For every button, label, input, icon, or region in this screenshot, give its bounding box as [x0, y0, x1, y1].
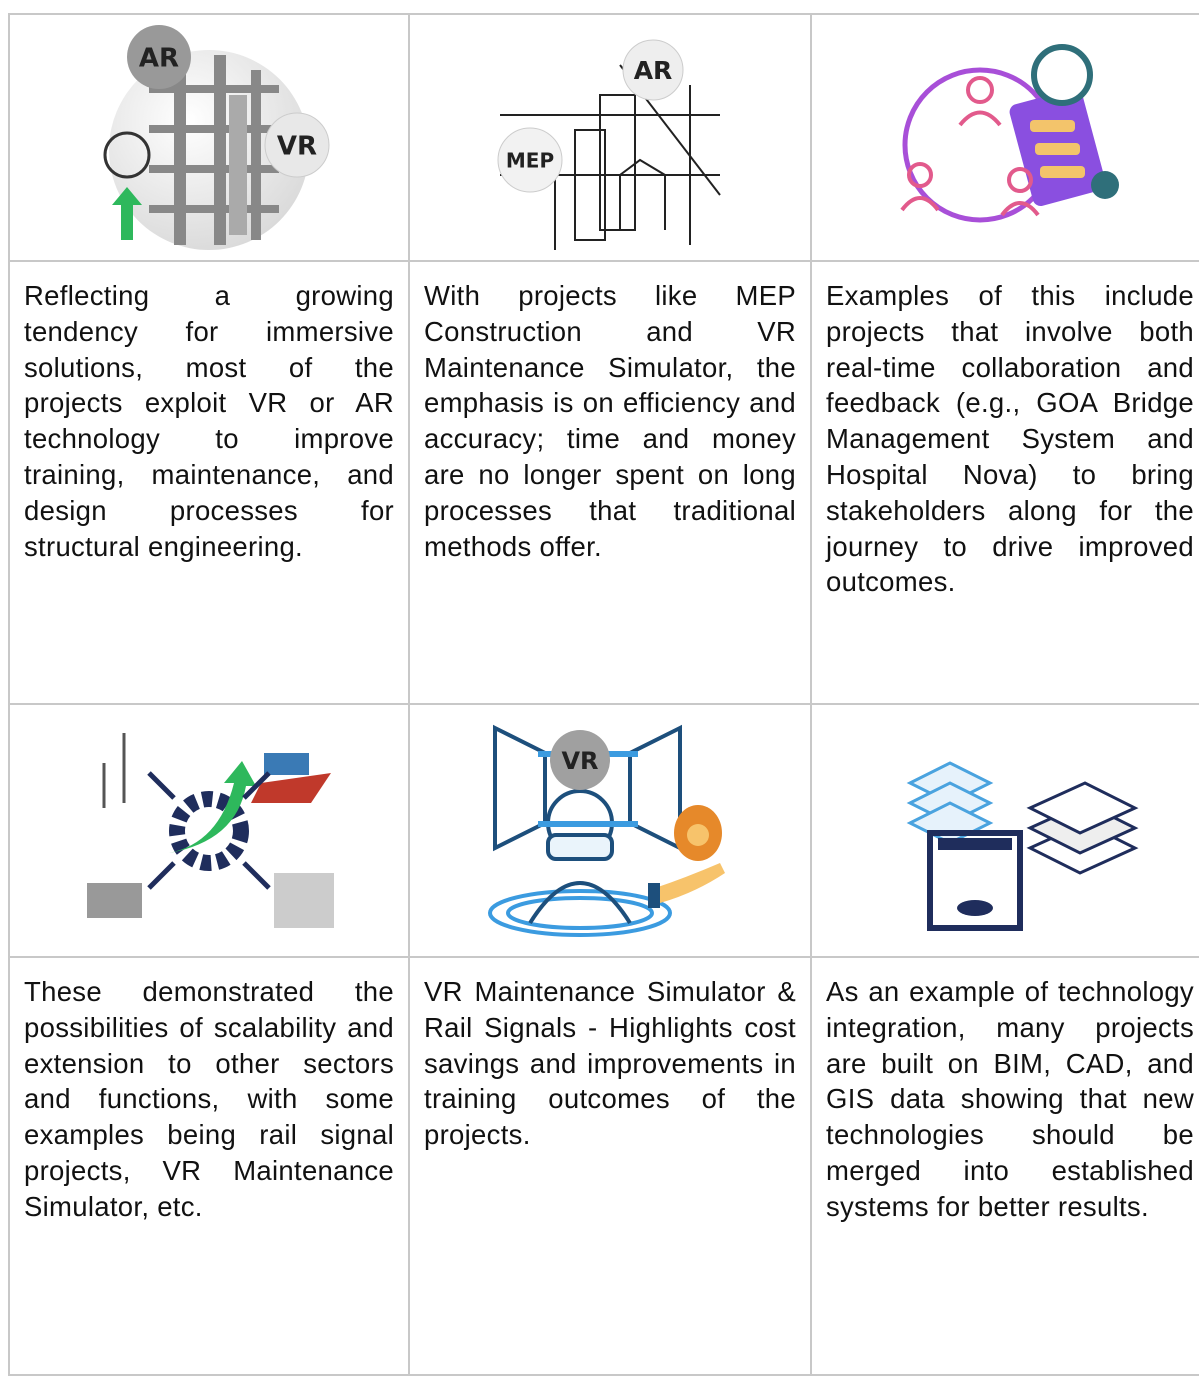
icon-label: VR: [277, 132, 317, 162]
page: AR VR AR MEP: [8, 13, 1199, 1376]
icon-label: VR: [561, 747, 598, 775]
text-cell: These demonstrated the possibilities of …: [8, 956, 410, 1376]
collaboration-icon: [900, 44, 1119, 223]
vr-savings-icon: VR: [488, 724, 725, 937]
bim-printer-icon: [906, 761, 1139, 931]
cell-text: With projects like MEP Construction and …: [424, 280, 796, 562]
text-cell: Reflecting a growing tendency for immers…: [8, 260, 410, 705]
text-cell: VR Maintenance Simulator & Rail Signals …: [408, 956, 812, 1376]
image-cell: [8, 703, 410, 958]
text-cell: Examples of this include projects that i…: [810, 260, 1199, 705]
image-cell: [810, 13, 1199, 262]
content-table: AR VR AR MEP: [8, 13, 1199, 1376]
image-cell: AR MEP: [408, 13, 812, 262]
cell-text: As an example of technology integration,…: [826, 976, 1194, 1222]
image-cell: [810, 703, 1199, 958]
text-row: Reflecting a growing tendency for immers…: [8, 260, 1199, 705]
ar-vr-icon: AR VR: [103, 25, 330, 250]
cell-text: Examples of this include projects that i…: [826, 280, 1194, 598]
icon-label: AR: [139, 44, 179, 74]
icon-label: MEP: [506, 149, 554, 173]
scalability-icon: [87, 733, 334, 928]
text-row: These demonstrated the possibilities of …: [8, 956, 1199, 1376]
image-row: VR: [8, 703, 1199, 958]
cell-text: VR Maintenance Simulator & Rail Signals …: [424, 976, 796, 1151]
image-row: AR VR AR MEP: [8, 13, 1199, 262]
cell-text: Reflecting a growing tendency for immers…: [24, 280, 394, 562]
text-cell: With projects like MEP Construction and …: [408, 260, 812, 705]
text-cell: As an example of technology integration,…: [810, 956, 1199, 1376]
mep-sketch-icon: AR MEP: [497, 39, 721, 250]
icon-label: AR: [634, 56, 673, 85]
cell-text: These demonstrated the possibilities of …: [24, 976, 394, 1222]
image-cell: AR VR: [8, 13, 410, 262]
image-cell: VR: [408, 703, 812, 958]
